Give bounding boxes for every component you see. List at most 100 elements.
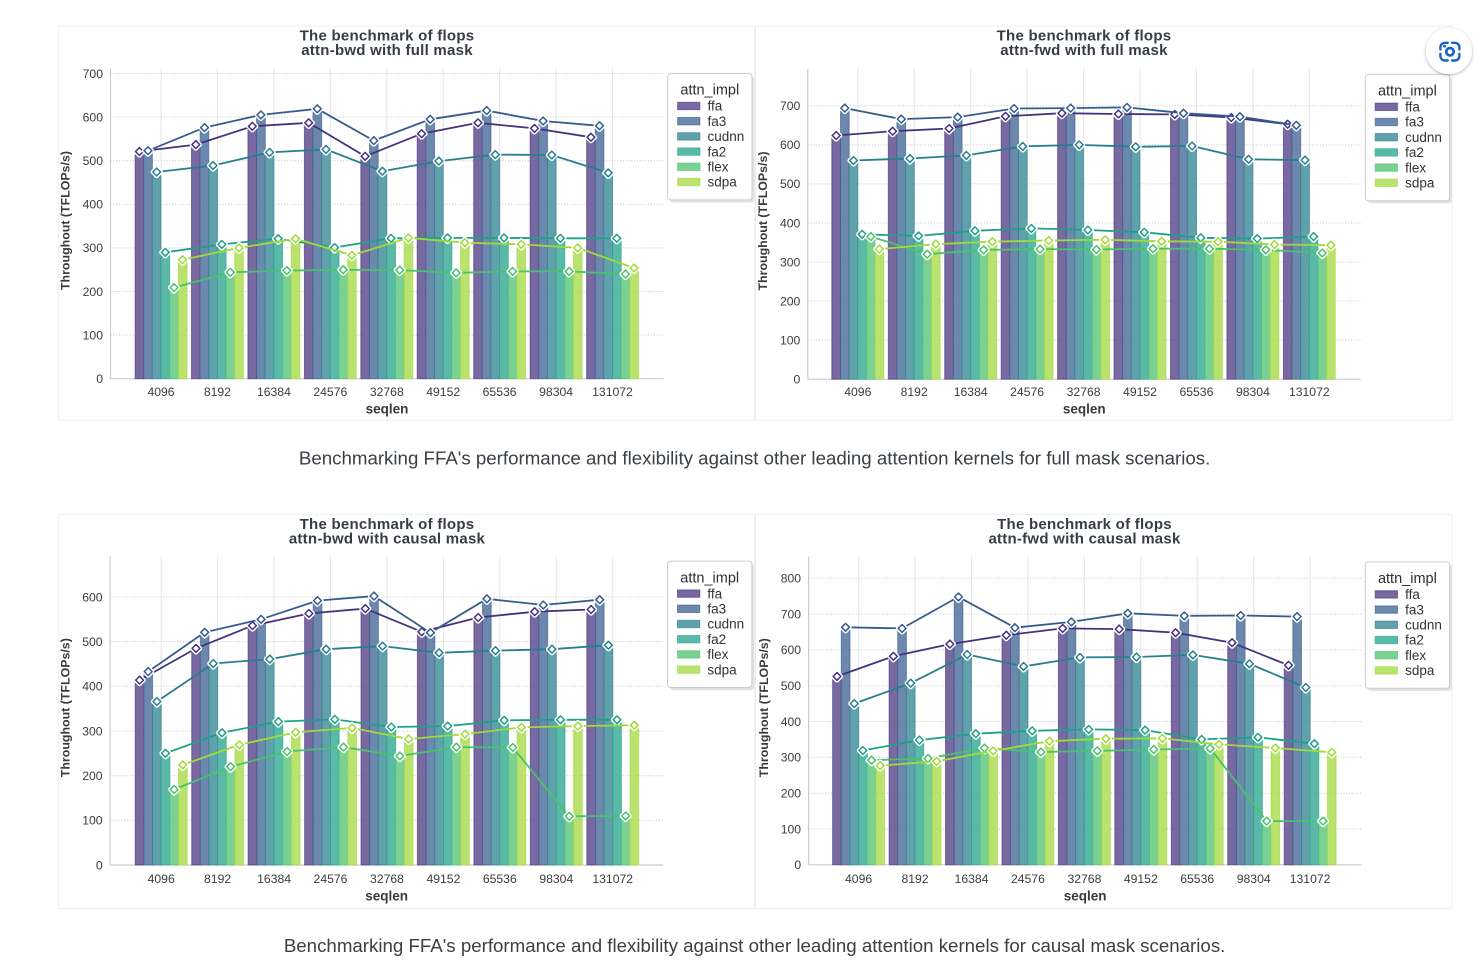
svg-text:sdpa: sdpa <box>708 175 738 190</box>
svg-text:attn-bwd with full mask: attn-bwd with full mask <box>301 42 473 59</box>
svg-text:Benchmarking FFA's performance: Benchmarking FFA's performance and flexi… <box>299 447 1210 468</box>
svg-text:sdpa: sdpa <box>1405 176 1435 191</box>
svg-text:4096: 4096 <box>147 385 174 399</box>
svg-text:98304: 98304 <box>539 872 573 886</box>
svg-text:131072: 131072 <box>592 872 633 886</box>
svg-text:49152: 49152 <box>426 385 460 399</box>
svg-text:200: 200 <box>780 294 801 308</box>
svg-text:65536: 65536 <box>483 872 517 886</box>
svg-text:200: 200 <box>83 285 104 299</box>
svg-text:cudnn: cudnn <box>1405 130 1442 145</box>
svg-text:fa3: fa3 <box>707 602 726 617</box>
svg-text:300: 300 <box>781 751 802 765</box>
svg-text:32768: 32768 <box>370 385 404 399</box>
svg-text:sdpa: sdpa <box>707 662 737 677</box>
svg-text:flex: flex <box>708 160 729 175</box>
svg-text:8192: 8192 <box>901 385 928 399</box>
svg-text:200: 200 <box>82 769 103 783</box>
svg-text:98304: 98304 <box>539 385 573 399</box>
svg-text:500: 500 <box>781 679 802 693</box>
svg-text:400: 400 <box>781 715 802 729</box>
svg-text:100: 100 <box>780 333 801 347</box>
svg-text:200: 200 <box>781 787 802 801</box>
svg-text:32768: 32768 <box>1067 385 1101 399</box>
svg-text:The benchmark of flops: The benchmark of flops <box>300 516 475 533</box>
svg-text:4096: 4096 <box>844 385 871 399</box>
svg-text:fa2: fa2 <box>708 144 727 159</box>
svg-text:fa2: fa2 <box>707 632 726 647</box>
svg-text:seqlen: seqlen <box>365 888 408 903</box>
svg-text:flex: flex <box>1405 648 1426 663</box>
svg-text:800: 800 <box>781 572 802 586</box>
svg-text:65536: 65536 <box>1179 385 1213 399</box>
svg-text:flex: flex <box>1405 160 1426 175</box>
svg-text:16384: 16384 <box>257 385 291 399</box>
svg-text:cudnn: cudnn <box>707 617 744 632</box>
svg-text:sdpa: sdpa <box>1405 663 1435 678</box>
svg-text:16384: 16384 <box>257 872 291 886</box>
svg-text:500: 500 <box>82 635 103 649</box>
svg-text:8192: 8192 <box>901 872 928 886</box>
svg-text:ffa: ffa <box>1405 587 1420 602</box>
svg-text:32768: 32768 <box>1067 872 1101 886</box>
svg-text:fa2: fa2 <box>1405 145 1424 160</box>
svg-text:100: 100 <box>83 328 104 342</box>
svg-text:131072: 131072 <box>592 385 633 399</box>
svg-text:Throughout (TFLOPs/s): Throughout (TFLOPs/s) <box>58 638 72 777</box>
svg-text:flex: flex <box>707 647 728 662</box>
svg-text:attn-fwd with full mask: attn-fwd with full mask <box>1000 42 1168 59</box>
svg-text:32768: 32768 <box>370 872 404 886</box>
svg-text:Benchmarking FFA's performance: Benchmarking FFA's performance and flexi… <box>284 935 1226 956</box>
svg-text:4096: 4096 <box>148 872 175 886</box>
svg-text:8192: 8192 <box>204 872 231 886</box>
svg-text:65536: 65536 <box>483 385 517 399</box>
svg-text:attn_impl: attn_impl <box>680 570 739 586</box>
svg-text:600: 600 <box>781 643 802 657</box>
svg-text:131072: 131072 <box>1290 872 1331 886</box>
svg-text:300: 300 <box>780 255 801 269</box>
svg-text:24576: 24576 <box>1010 385 1044 399</box>
svg-text:4096: 4096 <box>845 872 872 886</box>
svg-text:49152: 49152 <box>426 872 460 886</box>
svg-text:100: 100 <box>781 822 802 836</box>
svg-text:seqlen: seqlen <box>1063 401 1106 416</box>
svg-text:Throughout (TFLOPs/s): Throughout (TFLOPs/s) <box>59 151 73 290</box>
svg-text:fa3: fa3 <box>1405 115 1424 130</box>
svg-text:600: 600 <box>82 590 103 604</box>
svg-text:Throughout (TFLOPs/s): Throughout (TFLOPs/s) <box>757 638 771 777</box>
svg-text:fa3: fa3 <box>708 114 727 129</box>
svg-text:The benchmark of flops: The benchmark of flops <box>997 27 1172 44</box>
svg-text:ffa: ffa <box>707 586 722 601</box>
svg-text:600: 600 <box>780 138 801 152</box>
svg-text:The benchmark of flops: The benchmark of flops <box>997 516 1172 533</box>
svg-text:300: 300 <box>83 241 104 255</box>
svg-text:seqlen: seqlen <box>1064 888 1107 903</box>
svg-text:8192: 8192 <box>204 385 231 399</box>
svg-text:attn-bwd with causal mask: attn-bwd with causal mask <box>289 531 486 548</box>
svg-text:24576: 24576 <box>1011 872 1045 886</box>
svg-text:attn_impl: attn_impl <box>1378 571 1437 587</box>
svg-text:98304: 98304 <box>1236 385 1270 399</box>
svg-text:The benchmark of flops: The benchmark of flops <box>300 27 475 44</box>
svg-text:0: 0 <box>794 858 801 872</box>
svg-text:fa2: fa2 <box>1405 633 1424 648</box>
svg-text:100: 100 <box>82 814 103 828</box>
svg-text:0: 0 <box>794 373 801 387</box>
svg-text:500: 500 <box>83 154 104 168</box>
svg-text:49152: 49152 <box>1123 385 1157 399</box>
svg-text:400: 400 <box>83 198 104 212</box>
svg-text:ffa: ffa <box>708 99 723 114</box>
svg-text:24576: 24576 <box>314 872 348 886</box>
svg-text:131072: 131072 <box>1289 385 1330 399</box>
svg-text:24576: 24576 <box>313 385 347 399</box>
svg-text:16384: 16384 <box>954 385 988 399</box>
svg-text:cudnn: cudnn <box>1405 618 1442 633</box>
svg-text:98304: 98304 <box>1237 872 1271 886</box>
svg-text:fa3: fa3 <box>1405 602 1424 617</box>
svg-text:attn_impl: attn_impl <box>680 83 739 99</box>
svg-text:65536: 65536 <box>1180 872 1214 886</box>
svg-text:cudnn: cudnn <box>708 129 745 144</box>
svg-text:0: 0 <box>96 372 103 386</box>
svg-text:300: 300 <box>82 724 103 738</box>
svg-text:49152: 49152 <box>1124 872 1158 886</box>
